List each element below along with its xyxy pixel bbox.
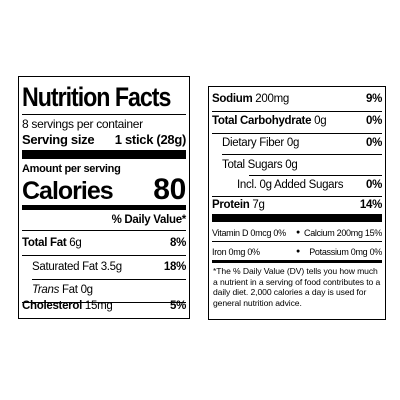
divider — [212, 241, 382, 242]
medium-bar — [22, 205, 186, 210]
amount: 7g — [252, 199, 265, 211]
serving-size: 1 stick (28g) — [114, 132, 187, 147]
amount: 0mg — [350, 247, 368, 257]
nutrient-row: Saturated Fat 3.5g 18% — [32, 261, 186, 273]
nutrient-name: Protein — [212, 199, 250, 211]
amount: 0mcg — [250, 228, 272, 238]
nutrient-name: Added Sugars — [273, 179, 344, 191]
dv: 8% — [169, 237, 186, 249]
divider — [222, 154, 382, 155]
amount: 0g — [285, 159, 298, 171]
nutrient-name: Total Fat — [22, 237, 67, 249]
serving-size-label: Serving size — [22, 132, 95, 147]
dv: 0% — [365, 179, 382, 191]
divider — [212, 133, 382, 134]
dv: 9% — [365, 93, 382, 105]
dv: 0% — [365, 115, 382, 127]
nutrient-row: Total Fat 6g 8% — [22, 237, 186, 249]
nutrient-row: Sodium 200mg 9% — [212, 93, 382, 105]
dv: 15% — [364, 228, 382, 238]
nutrient-row: Total Carbohydrate 0g 0% — [212, 115, 382, 127]
divider — [212, 260, 382, 263]
divider — [212, 196, 382, 197]
serving-size-row: Serving size 1 stick (28g) — [22, 132, 186, 147]
bullet: ● — [296, 248, 301, 255]
dv-header: % Daily Value* — [111, 214, 187, 226]
amount: 0g — [286, 137, 300, 149]
left-panel: Nutrition Facts 8 servings per container… — [18, 76, 190, 319]
dv: 14% — [359, 199, 382, 211]
bullet: ● — [296, 229, 301, 236]
amount: 15mg — [84, 300, 113, 312]
vitamin: Iron 0mg 0% — [212, 247, 260, 257]
dv: 0% — [273, 228, 286, 238]
nutrient-row: Protein 7g 14% — [212, 199, 382, 211]
footnote: *The % Daily Value (DV) tells you how mu… — [213, 266, 381, 308]
nutrient-name: Cholesterol — [22, 300, 82, 312]
calories: 80 — [153, 173, 186, 206]
dv: 0% — [369, 247, 383, 257]
nutrient-row: Cholesterol 15mg 5% — [22, 300, 186, 312]
right-panel: Sodium 200mg 9% Total Carbohydrate 0g 0%… — [208, 86, 386, 320]
nutrient-name-italic: Trans — [32, 284, 60, 296]
amount: 6g — [69, 237, 82, 249]
amount: 200mg — [255, 93, 289, 105]
divider — [22, 114, 186, 115]
nutrient-row: Incl. 0g Added Sugars 0% — [237, 179, 382, 191]
amount: 0mg — [228, 247, 246, 257]
divider — [22, 302, 186, 303]
vitamin: Vitamin D 0mcg 0% — [212, 228, 294, 238]
thick-bar — [22, 150, 186, 159]
amount: 3.5g — [100, 261, 122, 273]
nutrient-row: Trans Fat 0g — [32, 284, 186, 296]
prefix: Incl. — [237, 179, 257, 191]
calories-label: Calories — [22, 177, 114, 205]
nutrient-name: Total Carbohydrate — [212, 115, 312, 127]
amount: 0g — [259, 179, 273, 191]
nutrient-name: Dietary Fiber — [222, 137, 284, 149]
servings: 8 servings per container — [22, 117, 143, 131]
vitamin-name: Iron — [212, 247, 227, 257]
divider — [212, 111, 382, 112]
nutrient-name: Sodium — [212, 93, 253, 105]
nutrient-row: Dietary Fiber 0g 0% — [222, 137, 382, 149]
amount-label: Amount per serving — [22, 163, 121, 175]
dv: 0% — [247, 247, 260, 257]
divider — [249, 175, 382, 176]
thick-bar — [212, 214, 382, 222]
amount: 200mg — [336, 228, 363, 238]
title: Nutrition Facts — [22, 82, 171, 112]
nutrient-name: Saturated Fat — [32, 261, 98, 273]
divider — [22, 255, 186, 256]
divider — [32, 279, 186, 280]
amount: 0g — [80, 284, 94, 296]
nutrient-name: Total Sugars — [222, 159, 283, 171]
nutrient-row: Total Sugars 0g — [222, 159, 382, 171]
divider — [22, 230, 186, 231]
vitamin: Potassium 0mg 0% — [309, 247, 382, 257]
vitamin-name: Calcium — [304, 228, 335, 238]
nutrient-name: Fat — [61, 284, 78, 296]
calories-row: Calories 80 — [22, 173, 186, 207]
vitamin-name: Vitamin D — [212, 228, 249, 238]
dv: 0% — [365, 137, 382, 149]
dv: 18% — [163, 261, 186, 273]
vitamin: Calcium 200mg 15% — [304, 228, 382, 238]
dv: 5% — [169, 300, 186, 312]
amount: 0g — [314, 115, 327, 127]
vitamin-name: Potassium — [309, 247, 349, 257]
